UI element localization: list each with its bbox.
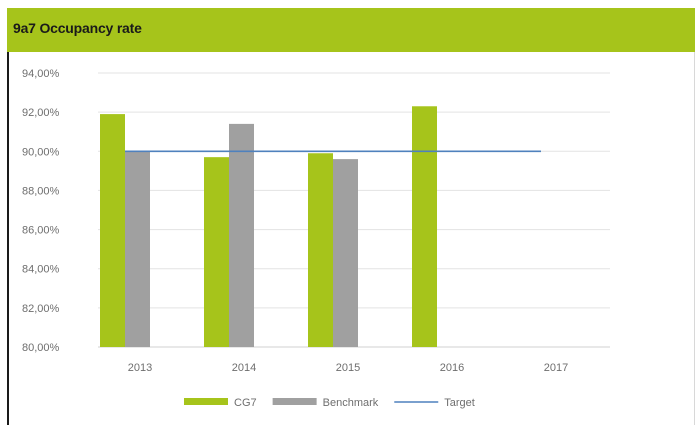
y-tick-label: 82,00%: [22, 303, 60, 315]
chart-header: 9a7 Occupancy rate: [7, 8, 695, 52]
y-tick-label: 92,00%: [22, 107, 60, 119]
bar-cg7-2015: [308, 153, 333, 347]
y-tick-label: 90,00%: [22, 146, 60, 158]
legend-swatch-cg7: [184, 398, 228, 405]
card-right-border: [694, 52, 695, 425]
legend-label: CG7: [234, 397, 257, 409]
x-tick-label: 2017: [544, 362, 568, 374]
bar-cg7-2013: [100, 114, 125, 347]
bars: [100, 106, 437, 348]
card-left-border: [7, 52, 9, 425]
x-axis-ticks: 2013 2014 2015 2016 2017: [128, 362, 568, 374]
y-tick-label: 94,00%: [22, 68, 60, 80]
legend: CG7 Benchmark Target: [184, 397, 475, 409]
legend-label: Benchmark: [323, 397, 379, 409]
legend-label: Target: [444, 397, 475, 409]
legend-swatch-benchmark: [272, 398, 317, 405]
y-axis-ticks: 80,00% 82,00% 84,00% 86,00% 88,00% 90,00% 92,0…: [22, 68, 60, 354]
x-tick-label: 2016: [440, 362, 464, 374]
chart-title: 9a7 Occupancy rate: [13, 20, 142, 36]
x-tick-label: 2015: [336, 362, 360, 374]
x-tick-label: 2014: [232, 362, 256, 374]
bar-cg7-2014: [204, 157, 229, 347]
bar-cg7-2016: [412, 106, 437, 348]
bar-benchmark-2013: [125, 151, 150, 347]
y-tick-label: 88,00%: [22, 185, 60, 197]
y-tick-label: 80,00%: [22, 342, 60, 354]
bar-benchmark-2014: [229, 123, 254, 347]
bar-benchmark-2015: [333, 159, 358, 347]
y-tick-label: 84,00%: [22, 264, 60, 276]
y-tick-label: 86,00%: [22, 225, 60, 237]
x-tick-label: 2013: [128, 362, 152, 374]
